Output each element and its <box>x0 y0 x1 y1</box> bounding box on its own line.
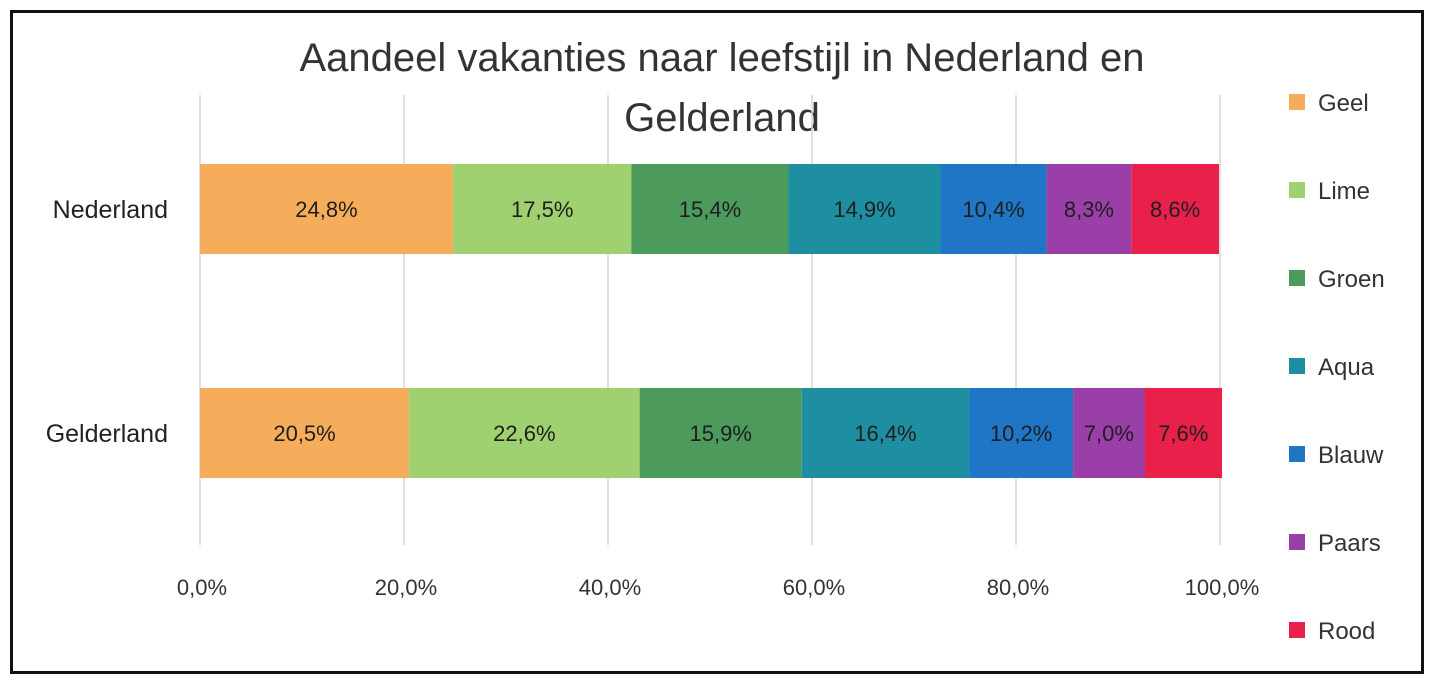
bars <box>200 164 1223 478</box>
legend-label: Lime <box>1318 178 1370 205</box>
x-tick-label: 0,0% <box>177 575 227 600</box>
legend-swatch <box>1289 446 1305 462</box>
chart-title: Aandeel vakanties naar leefstijl in Nede… <box>300 36 1145 140</box>
chart-title-line-2: Gelderland <box>624 96 820 140</box>
data-label: 10,2% <box>990 421 1052 446</box>
data-label: 20,5% <box>273 421 335 446</box>
bar-segment <box>631 164 789 254</box>
x-tick-label: 80,0% <box>987 575 1049 600</box>
data-label: 8,3% <box>1064 197 1114 222</box>
chart-frame <box>10 10 1424 674</box>
bar-segment <box>452 164 632 254</box>
legend-swatch <box>1289 622 1305 638</box>
legend-label: Blauw <box>1318 442 1384 469</box>
data-label: 22,6% <box>493 421 555 446</box>
x-tick-label: 20,0% <box>375 575 437 600</box>
bar-segment <box>200 388 410 478</box>
bar-segment <box>788 164 941 254</box>
category-labels: Nederland Gelderland <box>46 196 168 448</box>
bar-segment <box>1144 388 1223 478</box>
legend-swatch <box>1289 94 1305 110</box>
data-label: 8,6% <box>1150 197 1200 222</box>
data-label: 7,0% <box>1084 421 1134 446</box>
legend-label: Geel <box>1318 90 1369 117</box>
legend-swatch <box>1289 182 1305 198</box>
legend-swatch <box>1289 358 1305 374</box>
data-label: 10,4% <box>962 197 1024 222</box>
legend-swatch <box>1289 270 1305 286</box>
x-tick-label: 60,0% <box>783 575 845 600</box>
bar-segment <box>1073 388 1145 478</box>
bar-segment <box>1131 164 1219 254</box>
bar-segment <box>639 388 802 478</box>
data-label: 24,8% <box>295 197 357 222</box>
x-tick-label: 40,0% <box>579 575 641 600</box>
category-label: Gelderland <box>46 420 168 448</box>
data-labels: 24,8% 17,5% 15,4% 14,9% 10,4% 8,3% 8,6% 20,5% 22… <box>273 197 1208 446</box>
data-label: 15,4% <box>679 197 741 222</box>
x-axis-tick-labels: 0,0% 20,0% 40,0% 60,0% 80,0% 100,0% <box>177 575 1259 600</box>
data-label: 17,5% <box>511 197 573 222</box>
x-tick-label: 100,0% <box>1185 575 1260 600</box>
data-label: 15,9% <box>690 421 752 446</box>
bar-segment <box>969 388 1074 478</box>
bar-segment <box>940 164 1047 254</box>
bar-segment <box>409 388 640 478</box>
bar-segment <box>1046 164 1132 254</box>
category-label: Nederland <box>53 196 168 224</box>
bar-segment <box>200 164 453 254</box>
legend-label: Aqua <box>1318 354 1375 381</box>
data-label: 14,9% <box>833 197 895 222</box>
legend-swatch <box>1289 534 1305 550</box>
data-label: 16,4% <box>854 421 916 446</box>
legend-label: Rood <box>1318 618 1375 645</box>
legend: Geel Lime Groen Aqua Blauw Paars Rood <box>1289 90 1385 645</box>
chart-title-line-1: Aandeel vakanties naar leefstijl in Nede… <box>300 36 1145 80</box>
legend-label: Paars <box>1318 530 1381 557</box>
data-label: 7,6% <box>1158 421 1208 446</box>
bar-segment <box>801 388 970 478</box>
legend-label: Groen <box>1318 266 1385 293</box>
